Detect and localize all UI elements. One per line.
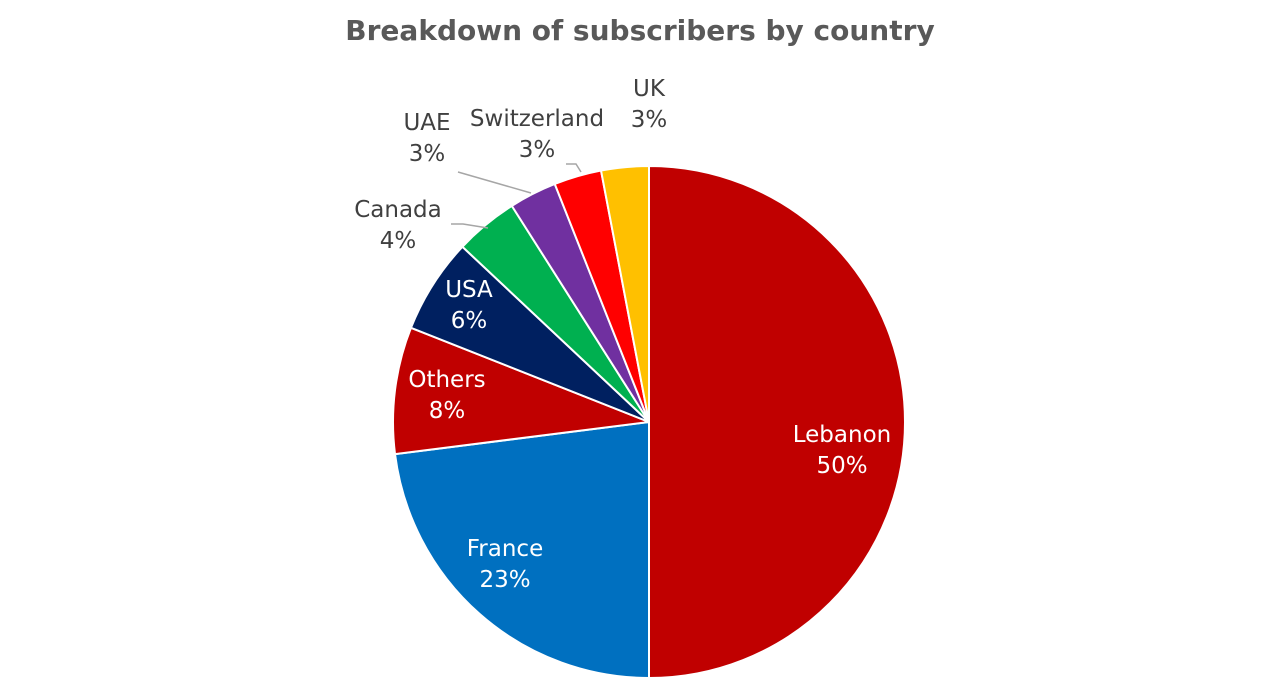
- leader-line-canada: [451, 223, 489, 229]
- slice-label-lebanon: Lebanon: [793, 422, 891, 448]
- leader-line-switzerland: [566, 163, 582, 173]
- slice-value-lebanon: 50%: [816, 453, 867, 479]
- slice-value-canada: 4%: [380, 228, 417, 254]
- slice-value-france: 23%: [479, 567, 530, 593]
- slice-label-canada: Canada: [354, 197, 442, 223]
- slice-label-france: France: [467, 536, 543, 562]
- slice-value-usa: 6%: [451, 308, 488, 334]
- slice-label-others: Others: [408, 367, 485, 393]
- pie-slice-lebanon: [648, 164, 906, 679]
- slice-label-uae: UAE: [403, 110, 450, 136]
- slice-label-uk: UK: [633, 76, 666, 102]
- pie-slice-others: [392, 326, 650, 456]
- pie-slice-uk: [599, 164, 650, 423]
- leader-line-uae: [457, 171, 532, 194]
- slice-value-others: 8%: [429, 398, 466, 424]
- slice-value-switzerland: 3%: [519, 137, 556, 163]
- slice-label-switzerland: Switzerland: [470, 106, 604, 132]
- slice-value-uk: 3%: [631, 107, 668, 133]
- slice-value-uae: 3%: [409, 141, 446, 167]
- pie-slice-france: [393, 420, 650, 679]
- slice-label-usa: USA: [445, 277, 493, 303]
- chart-title: Breakdown of subscribers by country: [345, 14, 935, 47]
